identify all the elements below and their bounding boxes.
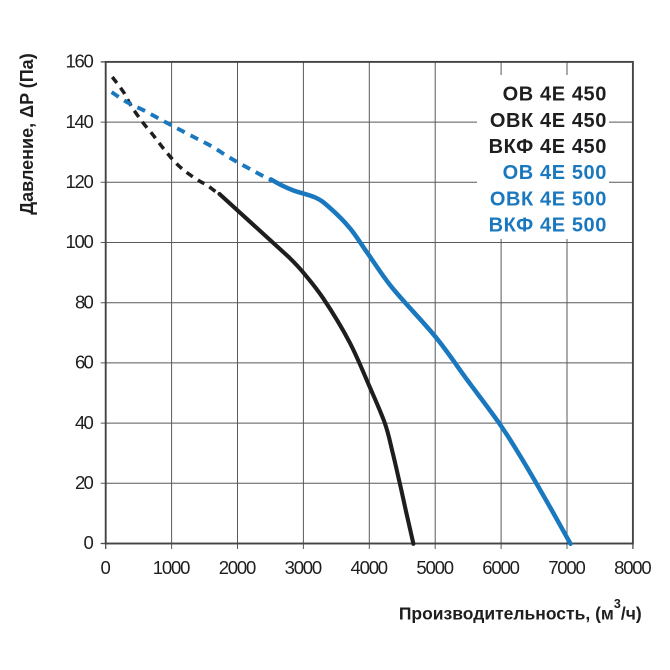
svg-text:160: 160 xyxy=(66,51,94,72)
svg-text:80: 80 xyxy=(75,291,94,312)
svg-text:5000: 5000 xyxy=(416,557,454,578)
svg-text:0: 0 xyxy=(84,532,94,553)
svg-text:Давление, ΔP (Па): Давление, ΔP (Па) xyxy=(17,53,37,214)
svg-text:1000: 1000 xyxy=(153,557,191,578)
svg-text:ОВ 4Е 450: ОВ 4Е 450 xyxy=(503,84,607,106)
svg-text:8000: 8000 xyxy=(614,557,652,578)
svg-text:120: 120 xyxy=(66,171,94,192)
svg-text:7000: 7000 xyxy=(548,557,586,578)
svg-text:4000: 4000 xyxy=(351,557,389,578)
svg-text:2000: 2000 xyxy=(219,557,257,578)
svg-text:40: 40 xyxy=(75,412,94,433)
svg-text:ОВ 4Е 500: ОВ 4Е 500 xyxy=(503,162,607,184)
svg-text:20: 20 xyxy=(75,472,94,493)
svg-text:ОВК 4Е 450: ОВК 4Е 450 xyxy=(490,110,607,132)
svg-text:ВКФ 4Е 450: ВКФ 4Е 450 xyxy=(489,136,607,158)
svg-text:100: 100 xyxy=(66,231,94,252)
svg-text:60: 60 xyxy=(75,352,94,373)
svg-text:140: 140 xyxy=(66,111,94,132)
svg-text:0: 0 xyxy=(101,557,111,578)
svg-text:6000: 6000 xyxy=(482,557,520,578)
svg-text:3000: 3000 xyxy=(285,557,323,578)
svg-text:ВКФ 4Е 500: ВКФ 4Е 500 xyxy=(489,215,607,237)
svg-text:ОВК 4Е 500: ОВК 4Е 500 xyxy=(490,188,607,210)
